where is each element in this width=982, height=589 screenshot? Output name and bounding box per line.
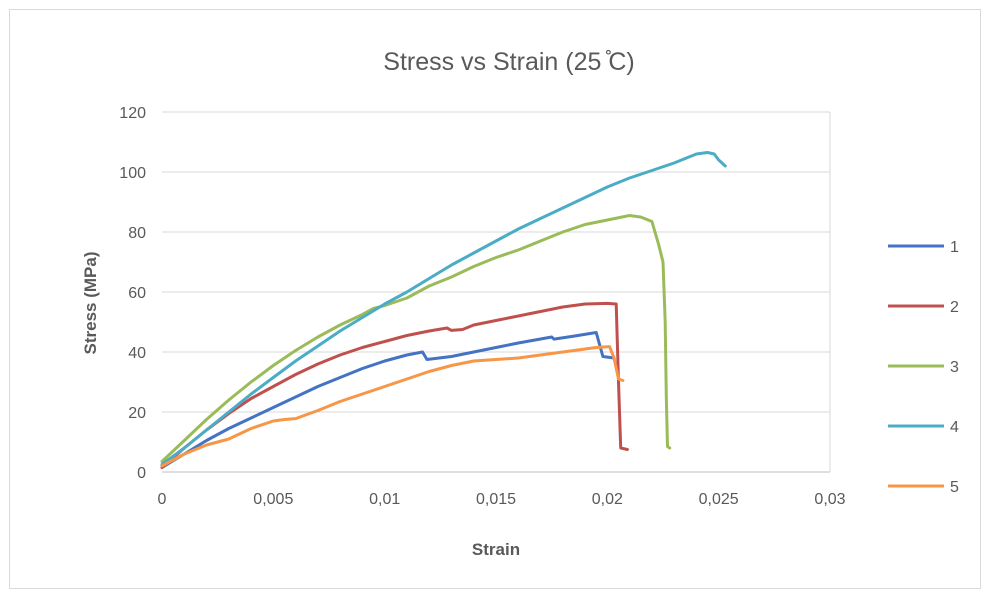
y-tick-label: 60: [128, 285, 146, 302]
x-tick-label: 0: [158, 491, 167, 508]
stress-strain-chart: Stress vs Strain (25 ̊C) 020406080100120…: [81, 48, 959, 559]
x-tick-label: 0,02: [592, 491, 623, 508]
x-tick-label: 0,01: [369, 491, 400, 508]
y-axis-title: Stress (MPa): [81, 252, 100, 355]
series-line-3: [160, 214, 672, 463]
x-axis-title: Strain: [472, 540, 520, 559]
chart-area: Stress vs Strain (25 ̊C) 0 20 40 60 80 100 120…: [9, 9, 981, 589]
y-tick-label: 120: [119, 105, 146, 122]
legend-label-5: 5: [950, 479, 959, 496]
chart-title: Stress vs Strain (25 ̊C): [383, 48, 634, 76]
legend: 1 2 3 4 5: [888, 239, 959, 496]
y-tick-label: 80: [128, 225, 146, 242]
y-tick-label: 40: [128, 345, 146, 362]
x-tick-label: 0,015: [476, 491, 516, 508]
series-line-2: [160, 301, 629, 469]
legend-label-2: 2: [950, 299, 959, 316]
x-tick-label: 0,03: [814, 491, 845, 508]
legend-label-3: 3: [950, 359, 959, 376]
legend-label-1: 1: [950, 239, 959, 256]
y-tick-label: 20: [128, 405, 146, 422]
x-tick-label: 0,025: [699, 491, 739, 508]
y-tick-label: 0: [137, 465, 146, 482]
series-line-4: [160, 151, 727, 466]
x-axis-ticks: 0 0,005 0,01 0,015 0,02 0,025 0,03: [158, 491, 846, 508]
legend-label-4: 4: [950, 419, 959, 436]
series-lines: [160, 151, 727, 469]
y-axis-ticks: 0 20 40 60 80 100 120: [119, 105, 146, 482]
gridlines: [162, 111, 831, 473]
y-tick-label: 100: [119, 165, 146, 182]
series-line-5: [160, 345, 625, 468]
x-tick-label: 0,005: [253, 491, 293, 508]
series-line-1: [160, 331, 616, 469]
